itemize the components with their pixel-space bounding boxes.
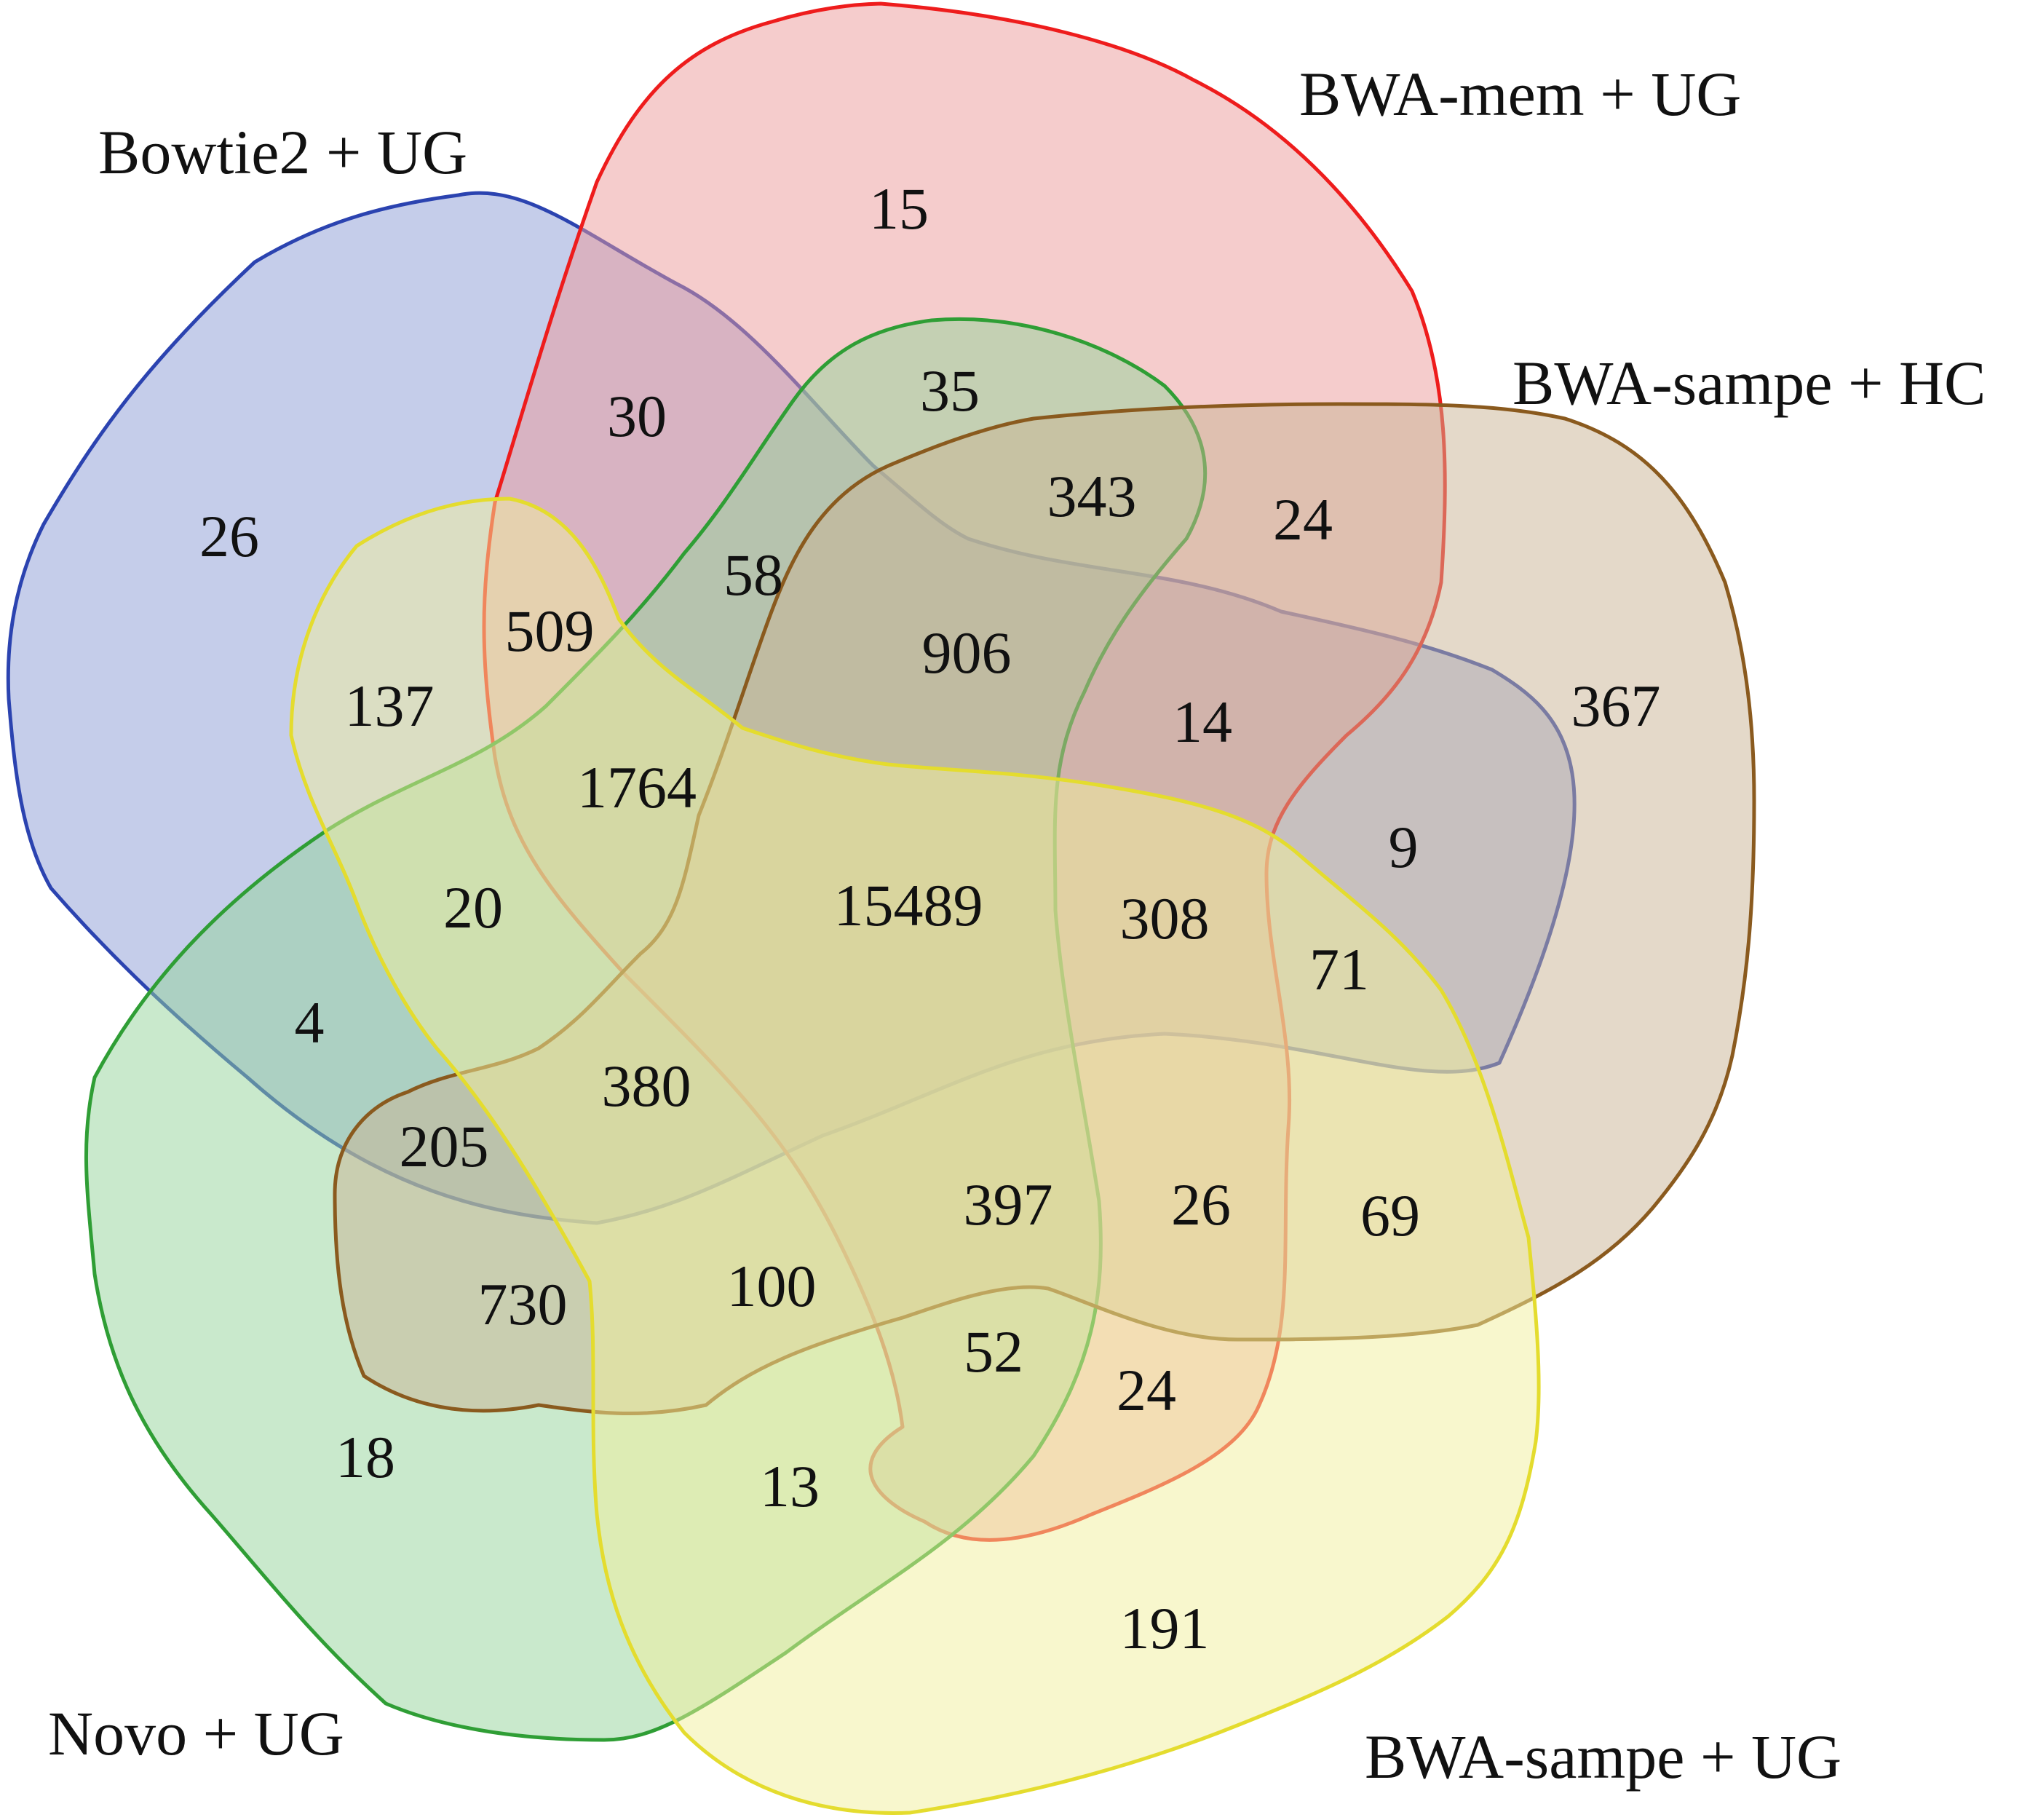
region-count-sampeug-only: 191	[1120, 1595, 1210, 1661]
set-label-novo: Novo + UG	[48, 1698, 344, 1768]
region-count-bowtie2-novo-sampehc: 205	[400, 1113, 489, 1179]
region-count-bowtie2-bwamem-sampehc: 14	[1173, 689, 1232, 755]
region-count-bowtie2-only: 26	[199, 503, 259, 569]
region-count-bowtie2-bwamem-novo-sampeug: 1764	[577, 754, 697, 820]
region-count-bwamem-sampehc-sampeug: 26	[1171, 1171, 1231, 1238]
region-count-novo-only: 18	[336, 1424, 395, 1490]
set-shape-sampeug	[289, 496, 1541, 1815]
region-count-bwamem-sampehc: 24	[1273, 486, 1333, 553]
region-count-bwamem-novo-sampeug: 52	[964, 1318, 1023, 1385]
region-count-bowtie2-bwamem-sampehc-sampeug: 308	[1120, 885, 1210, 951]
region-count-bowtie2-novo: 4	[295, 989, 325, 1056]
region-count-bwamem-sampeug: 24	[1117, 1357, 1176, 1423]
region-count-novo-sampehc-sampeug: 100	[727, 1253, 817, 1319]
set-label-sampehc: BWA-sampe + HC	[1512, 348, 1986, 418]
region-count-bowtie2-bwamem-novo-sampehc: 906	[922, 620, 1012, 686]
region-count-bowtie2-novo-sampeug: 20	[443, 874, 503, 941]
region-count-sampehc-only: 367	[1571, 673, 1661, 739]
region-count-novo-sampehc: 730	[478, 1271, 568, 1337]
region-count-bowtie2-bwamem: 30	[607, 383, 667, 449]
region-count-bowtie2-bwamem-sampeug: 509	[505, 598, 595, 664]
region-count-bowtie2-sampehc-sampeug: 71	[1309, 936, 1369, 1002]
region-count-novo-sampeug: 13	[760, 1453, 820, 1519]
region-count-bwamem-only: 15	[869, 175, 929, 242]
region-count-bowtie2-sampeug: 137	[345, 673, 435, 739]
set-label-bowtie2: Bowtie2 + UG	[98, 117, 467, 187]
region-count-bwamem-novo: 35	[920, 357, 980, 424]
region-count-bowtie2-novo-sampehc-sampeug: 380	[602, 1053, 691, 1119]
region-count-bwamem-novo-sampehc-sampeug: 397	[964, 1171, 1053, 1238]
region-count-sampehc-sampeug: 69	[1360, 1182, 1420, 1249]
region-count-bowtie2-bwamem-novo: 58	[723, 542, 783, 608]
region-count-bowtie2-sampehc: 9	[1389, 814, 1419, 880]
set-label-sampeug: BWA-sampe + UG	[1365, 1722, 1841, 1792]
set-label-bwamem: BWA-mem + UG	[1299, 59, 1741, 129]
region-count-all-five: 15489	[834, 872, 983, 938]
region-count-bwamem-novo-sampehc: 343	[1047, 463, 1137, 529]
